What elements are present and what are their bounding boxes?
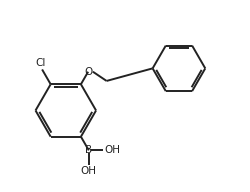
Text: OH: OH [81, 166, 97, 176]
Text: Cl: Cl [36, 58, 46, 68]
Text: OH: OH [104, 145, 120, 155]
Text: B: B [85, 145, 92, 155]
Text: O: O [84, 67, 92, 77]
